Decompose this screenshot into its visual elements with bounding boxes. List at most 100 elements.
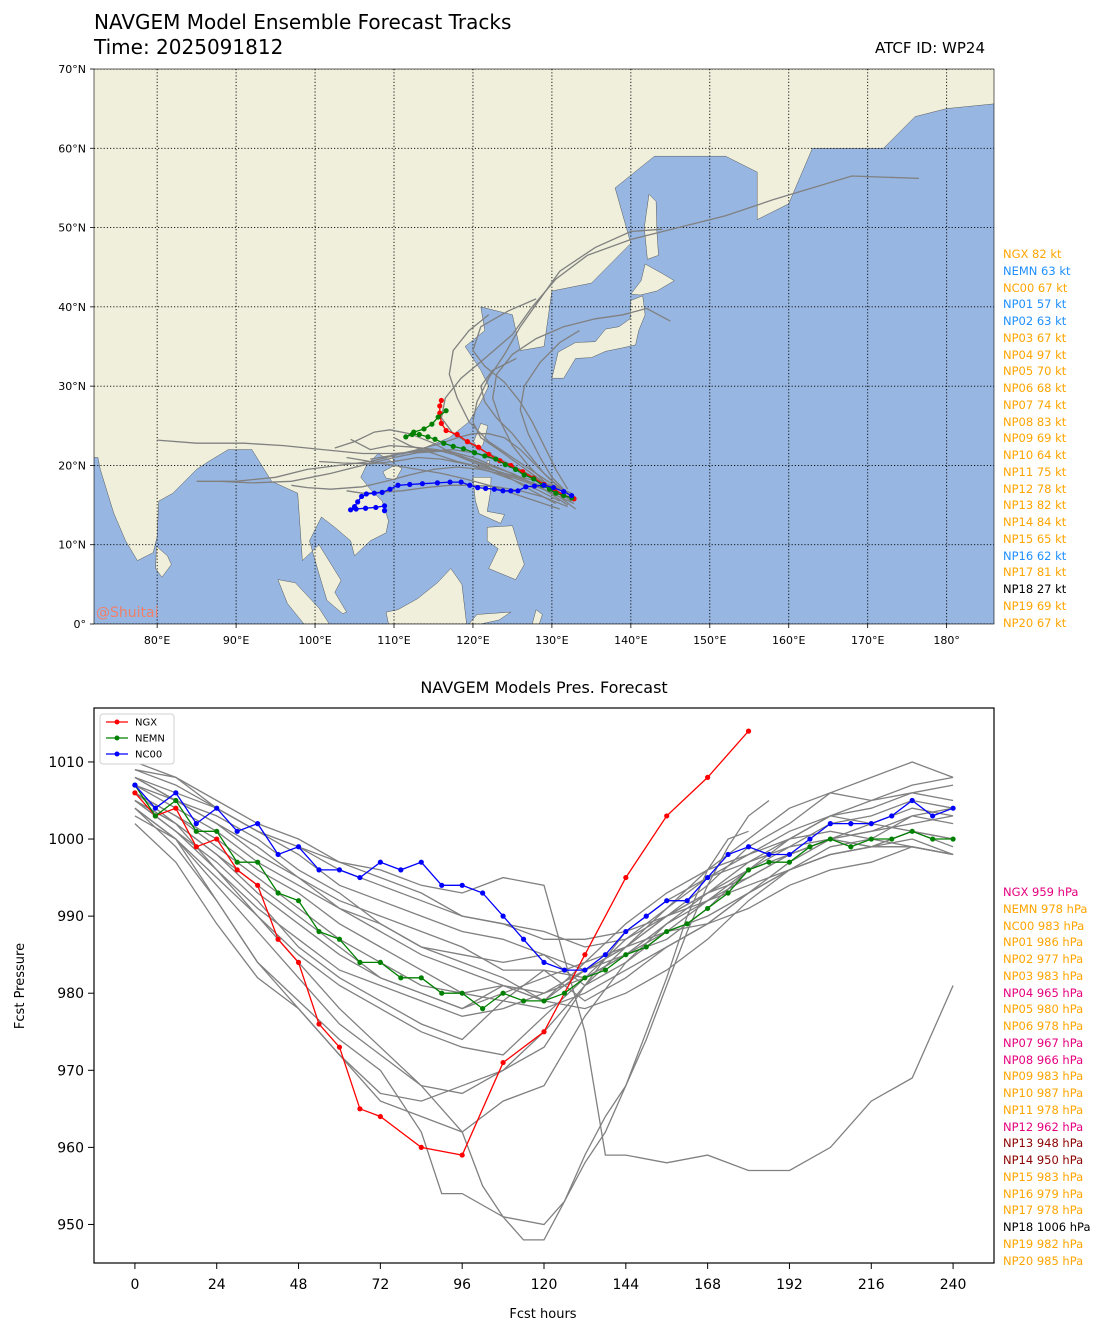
land-new-guinea-north (559, 623, 562, 624)
pressure-point-nc00 (930, 813, 936, 819)
pressure-point-ngx (705, 774, 711, 780)
pressure-point-nemn (398, 975, 404, 981)
track-point-ngx (443, 427, 449, 434)
pressure-line-member (134, 761, 954, 948)
pressure-point-ngx (357, 1106, 363, 1112)
land-halmahera-region (531, 609, 543, 624)
pressure-point-nc00 (520, 936, 527, 942)
track-point-nemn (411, 429, 417, 435)
track-point-nemn (512, 466, 519, 472)
x-tick-label: 168 (694, 1277, 721, 1293)
land-sri-lanka (155, 545, 172, 578)
pressure-point-nemn (848, 844, 854, 850)
pressure-line-member (134, 784, 954, 1010)
pressure-point-nc00 (868, 821, 874, 827)
track-member (519, 330, 580, 494)
land-sakhalin (644, 193, 659, 260)
pressure-point-nc00 (357, 874, 363, 881)
pressure-point-nc00 (786, 851, 793, 858)
legend-entry: NP09 983 hPa (1003, 1069, 1084, 1084)
pressure-point-nemn (807, 844, 813, 850)
track-point-nc00 (371, 490, 377, 496)
track-point-nemn (502, 462, 508, 468)
pressure-line-member (134, 807, 954, 1056)
pressure-point-nemn (214, 828, 220, 834)
track-point-nc00 (387, 486, 393, 492)
track-point-nc00 (359, 493, 365, 499)
track-point-nc00 (550, 485, 557, 491)
legend-entry: NP04 97 kt (1003, 347, 1067, 362)
map-basemap (94, 69, 994, 624)
pressure-point-nc00 (234, 828, 240, 834)
legend-entry: NP17 81 kt (1003, 565, 1067, 580)
track-point-nc00 (353, 506, 359, 512)
pressure-plot-frame (93, 707, 995, 1264)
pressure-point-nc00 (459, 882, 465, 888)
pressure-point-nemn (745, 867, 752, 873)
pressure-point-nemn (643, 944, 649, 950)
legend-entry: NP19 69 kt (1003, 598, 1067, 613)
legend-entry: NP18 27 kt (1003, 582, 1067, 596)
legend-entry: NP12 962 hPa (1003, 1119, 1084, 1134)
track-point-ngx (438, 397, 444, 404)
legend-entry: NP20 985 hPa (1003, 1253, 1084, 1268)
pressure-point-nc00 (561, 967, 568, 973)
track-point-ngx (486, 451, 492, 457)
track-point-nc00 (347, 507, 354, 513)
legend-entry: NGX 82 kt (1003, 247, 1062, 261)
lat-tick-label: 50°N (58, 222, 86, 235)
legend-entry: NP20 67 kt (1003, 615, 1067, 630)
atcf-id-label: ATCF ID: WP24 (875, 39, 986, 57)
legend-entry: NP03 67 kt (1003, 330, 1067, 345)
pressure-point-ngx (234, 867, 240, 873)
track-point-nemn (553, 490, 559, 496)
track-point-nc00 (569, 492, 575, 499)
pressure-line-nemn (134, 784, 954, 1010)
pressure-point-ngx (173, 805, 179, 811)
track-point-nemn (561, 492, 567, 499)
pressure-point-ngx (745, 728, 752, 734)
pressure-line-member (134, 799, 954, 1017)
track-point-ngx (464, 439, 471, 445)
pressure-point-nc00 (439, 882, 445, 888)
pressure-point-ngx (500, 1059, 506, 1066)
pressure-point-nc00 (255, 821, 261, 827)
pressure-line-member (134, 776, 954, 1002)
pressure-point-nc00 (316, 867, 322, 873)
track-member (318, 456, 561, 502)
x-axis-label: Fcst hours (509, 1307, 576, 1322)
pressure-line-member (134, 799, 749, 1241)
legend-entry: NP10 987 hPa (1003, 1086, 1084, 1100)
legend-marker-ngx (114, 719, 120, 725)
legend-entry: NEMN 63 kt (1003, 263, 1071, 278)
track-member (448, 314, 561, 490)
pressure-point-nemn (193, 828, 199, 834)
y-tick-label: 950 (57, 1217, 84, 1233)
land-luzon (472, 477, 505, 524)
legend-entry: NP14 950 hPa (1003, 1153, 1084, 1167)
track-point-ngx (454, 431, 460, 438)
pressure-point-nemn (684, 921, 690, 927)
lon-tick-label: 150°E (693, 634, 726, 647)
pressure-point-ngx (418, 1144, 424, 1150)
lat-tick-label: 10°N (58, 539, 86, 552)
y-tick-label: 1000 (48, 832, 84, 848)
pressure-point-nc00 (275, 851, 281, 858)
lon-tick-label: 140°E (614, 634, 647, 647)
track-member (350, 438, 557, 505)
pressure-line-member (134, 799, 954, 1041)
pressure-point-nemn (930, 836, 936, 842)
pressure-point-nc00 (664, 898, 670, 904)
pressure-point-nc00 (745, 844, 752, 850)
forecast-tracks (157, 175, 920, 514)
legend-entry: NC00 67 kt (1003, 280, 1068, 295)
map-frame (93, 68, 995, 625)
track-point-nc00 (561, 488, 567, 495)
pressure-point-nemn (459, 990, 465, 996)
track-member (472, 298, 569, 490)
y-tick-label: 980 (57, 986, 84, 1002)
x-tick-label: 120 (531, 1277, 558, 1293)
x-tick-label: 96 (453, 1277, 471, 1293)
pressure-point-nemn (541, 998, 547, 1004)
pressure-point-nc00 (909, 797, 915, 804)
